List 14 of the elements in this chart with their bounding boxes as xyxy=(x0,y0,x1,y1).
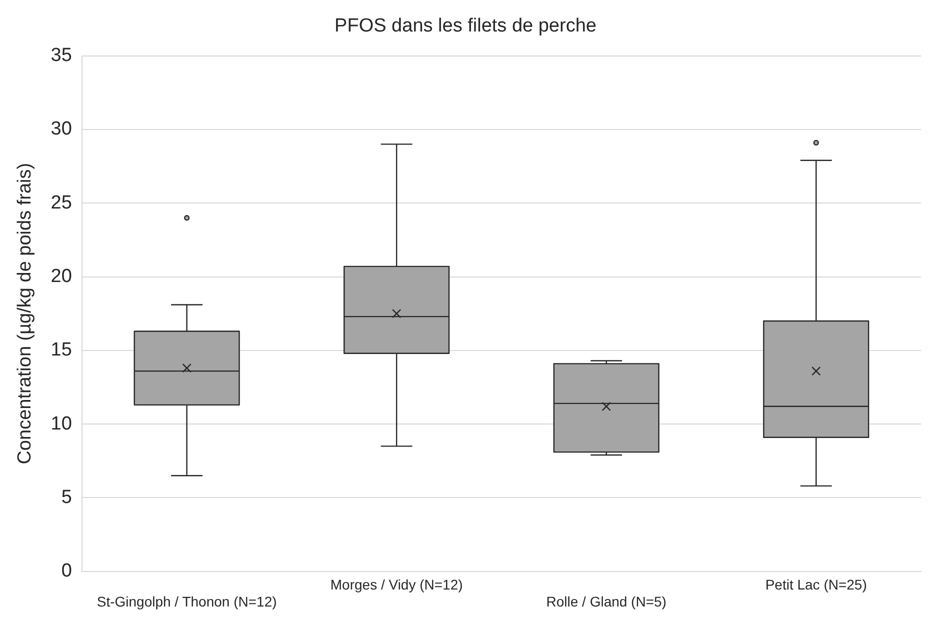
y-tick-label: 30 xyxy=(50,118,72,140)
y-tick-label: 35 xyxy=(50,45,72,66)
x-tick-label: Morges / Vidy (N=12) xyxy=(330,576,463,593)
y-tick-label: 15 xyxy=(50,340,72,361)
x-tick-label: Petit Lac (N=25) xyxy=(765,576,867,593)
x-tick-label: Rolle / Gland (N=5) xyxy=(546,593,666,610)
y-tick-label: 20 xyxy=(50,266,72,288)
chart-title: PFOS dans les filets de perche xyxy=(334,16,596,37)
y-axis-title: Concentration (µg/kg de poids frais) xyxy=(14,162,36,464)
y-tick-label: 10 xyxy=(50,413,72,434)
y-tick-label: 25 xyxy=(50,192,72,214)
y-tick-label: 0 xyxy=(61,560,72,582)
x-tick-label: St-Gingolph / Thonon (N=12) xyxy=(96,593,277,610)
y-tick-label: 5 xyxy=(61,486,72,508)
